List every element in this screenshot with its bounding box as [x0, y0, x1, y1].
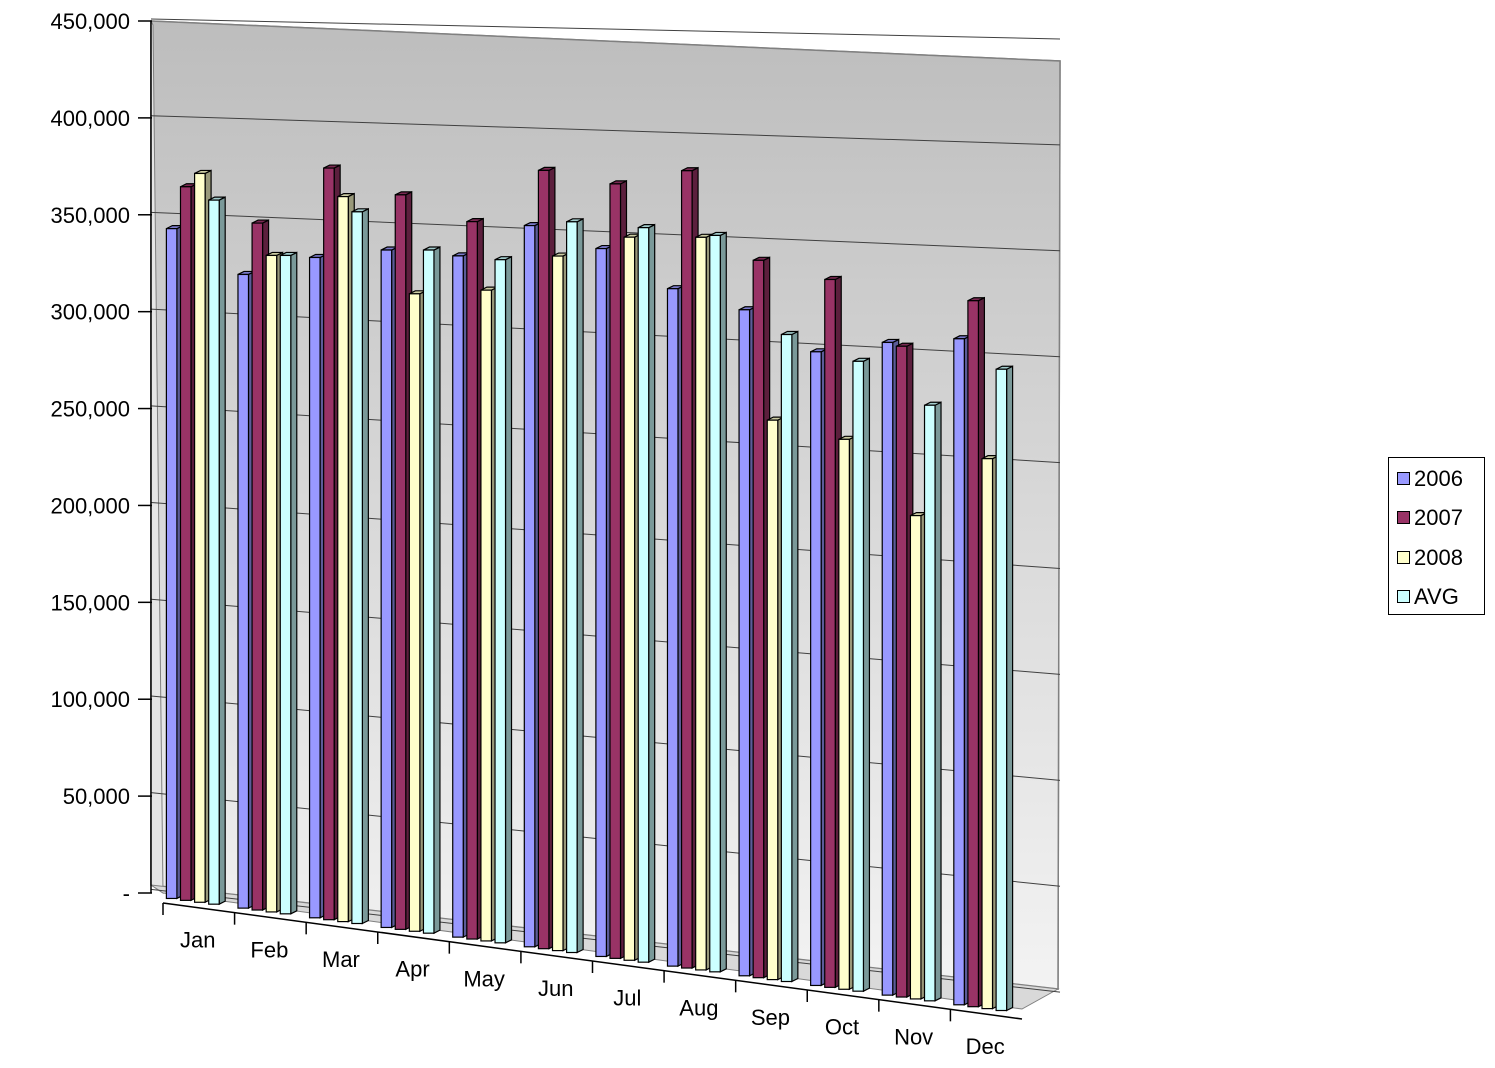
- x-tick-label: Jul: [613, 986, 641, 1011]
- bar-AVG-Jul: [637, 223, 656, 964]
- x-tick-label: Aug: [679, 995, 718, 1020]
- y-tick-label: 150,000: [50, 590, 130, 615]
- x-tick-label: Oct: [825, 1015, 859, 1040]
- x-tick-label: Mar: [322, 947, 360, 972]
- bar-AVG-Aug: [709, 231, 727, 973]
- bar-AVG-Jun: [566, 217, 584, 954]
- legend-item-2006: 2006: [1397, 466, 1482, 491]
- legend-label-avg: AVG: [1414, 584, 1459, 609]
- y-tick-label: -: [123, 881, 130, 906]
- y-tick-label: 50,000: [63, 784, 130, 809]
- gridline: [150, 115, 1061, 146]
- legend-item-2007: 2007: [1397, 505, 1482, 530]
- gridline: [150, 211, 1061, 252]
- bar-AVG-Mar: [351, 207, 369, 925]
- bar-AVG-Sep: [780, 330, 799, 983]
- y-tick-label: 350,000: [50, 203, 130, 228]
- bar-AVG-Jan: [208, 196, 226, 906]
- legend-item-avg: AVG: [1397, 584, 1482, 609]
- y-tick-label: 450,000: [50, 9, 130, 34]
- legend-swatch-2007: [1397, 511, 1410, 524]
- bar-AVG-May: [494, 255, 513, 944]
- x-tick-label: Jan: [180, 928, 215, 953]
- legend-swatch-avg: [1397, 590, 1410, 603]
- legend-swatch-2008: [1397, 551, 1410, 564]
- bar-AVG-Oct: [852, 357, 871, 993]
- gridline: [150, 18, 1061, 40]
- y-tick-label: 400,000: [50, 106, 130, 131]
- legend: 2006 2007 2008 AVG: [1388, 457, 1485, 615]
- legend-label-2007: 2007: [1414, 505, 1463, 530]
- legend-item-2008: 2008: [1397, 545, 1482, 570]
- x-tick-label: Jun: [538, 976, 573, 1001]
- x-tick-label: Dec: [966, 1034, 1005, 1059]
- legend-swatch-2006: [1397, 472, 1410, 485]
- axes: [138, 20, 1023, 1022]
- y-tick-label: 200,000: [50, 493, 130, 518]
- y-tick-label: 250,000: [50, 397, 130, 422]
- axis-labels: - 50,000 100,000 150,000 200,000 250,000 300,0…: [50, 9, 1004, 1059]
- y-tick-label: 300,000: [50, 300, 130, 325]
- bar-AVG-Apr: [422, 246, 441, 935]
- x-tick-label: Sep: [751, 1005, 790, 1030]
- bar-AVG-Dec: [995, 365, 1014, 1012]
- bar-AVG-Feb: [279, 251, 298, 915]
- legend-label-2006: 2006: [1414, 466, 1463, 491]
- x-tick-label: May: [463, 966, 505, 991]
- bar-AVG-Nov: [923, 401, 942, 1002]
- bars: [165, 164, 1014, 1012]
- x-tick-label: Apr: [395, 957, 429, 982]
- x-tick-label: Nov: [894, 1024, 933, 1049]
- y-tick-label: 100,000: [50, 687, 130, 712]
- legend-label-2008: 2008: [1414, 545, 1463, 570]
- x-tick-label: Feb: [250, 937, 288, 962]
